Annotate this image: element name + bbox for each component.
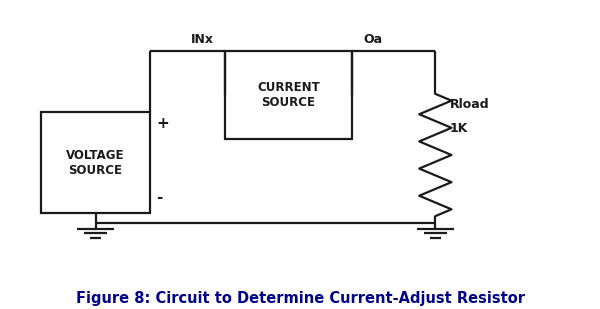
Text: +: + bbox=[156, 116, 169, 131]
Text: 1K: 1K bbox=[450, 122, 468, 135]
Text: CURRENT
SOURCE: CURRENT SOURCE bbox=[257, 81, 320, 109]
Text: INx: INx bbox=[191, 33, 214, 46]
Bar bbox=[41, 112, 150, 214]
Text: Oa: Oa bbox=[364, 33, 382, 46]
Text: Figure 8: Circuit to Determine Current-Adjust Resistor: Figure 8: Circuit to Determine Current-A… bbox=[76, 291, 524, 306]
Bar bbox=[225, 51, 352, 139]
Text: -: - bbox=[156, 190, 163, 205]
Text: Rload: Rload bbox=[450, 98, 490, 111]
Text: VOLTAGE
SOURCE: VOLTAGE SOURCE bbox=[66, 149, 125, 177]
